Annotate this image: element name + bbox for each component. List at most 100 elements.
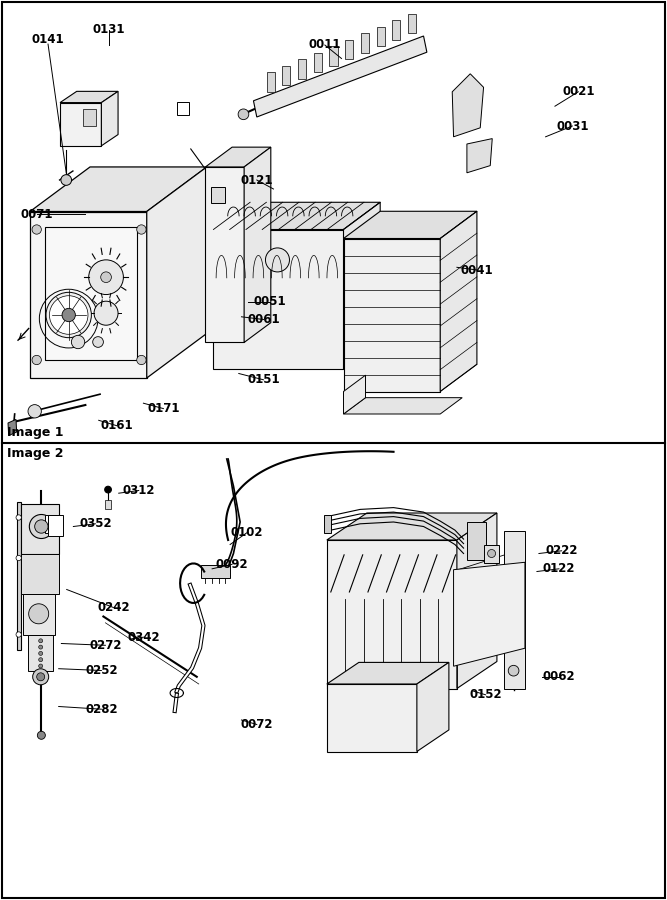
Circle shape	[101, 272, 111, 283]
Circle shape	[37, 673, 45, 680]
Text: 0242: 0242	[97, 601, 129, 614]
Circle shape	[32, 356, 41, 364]
Polygon shape	[327, 662, 449, 684]
Text: 0062: 0062	[543, 670, 575, 683]
Polygon shape	[440, 212, 477, 392]
Text: 0102: 0102	[231, 526, 263, 539]
Polygon shape	[17, 502, 21, 650]
Polygon shape	[361, 33, 369, 53]
Text: 0161: 0161	[101, 419, 133, 432]
Circle shape	[93, 337, 103, 347]
Text: 0272: 0272	[89, 639, 121, 652]
Circle shape	[238, 109, 249, 120]
Text: 0342: 0342	[127, 631, 159, 644]
Polygon shape	[344, 398, 462, 414]
Polygon shape	[8, 419, 17, 436]
Polygon shape	[344, 202, 380, 369]
Polygon shape	[147, 167, 207, 378]
Polygon shape	[452, 74, 484, 137]
Text: 0131: 0131	[93, 23, 125, 36]
Polygon shape	[344, 212, 477, 239]
Polygon shape	[327, 540, 457, 688]
Polygon shape	[83, 109, 97, 126]
Polygon shape	[327, 513, 497, 540]
Polygon shape	[211, 187, 225, 203]
Polygon shape	[283, 66, 291, 86]
Polygon shape	[48, 515, 63, 536]
Circle shape	[265, 248, 289, 272]
Circle shape	[137, 356, 146, 364]
Circle shape	[39, 639, 43, 643]
Text: 0312: 0312	[123, 484, 155, 497]
Polygon shape	[30, 167, 207, 212]
Polygon shape	[484, 544, 499, 562]
Circle shape	[39, 664, 43, 668]
Polygon shape	[298, 59, 306, 79]
Circle shape	[29, 515, 53, 538]
Text: 0222: 0222	[546, 544, 578, 557]
Text: 0352: 0352	[79, 518, 111, 530]
Polygon shape	[23, 594, 55, 634]
Circle shape	[61, 175, 71, 185]
Circle shape	[28, 405, 41, 418]
Polygon shape	[201, 565, 230, 578]
Text: 0071: 0071	[21, 208, 53, 220]
Circle shape	[16, 632, 21, 637]
Polygon shape	[177, 102, 189, 114]
Circle shape	[35, 520, 48, 533]
Circle shape	[37, 732, 45, 739]
Polygon shape	[376, 27, 384, 47]
Circle shape	[508, 665, 519, 676]
Polygon shape	[504, 531, 525, 688]
Polygon shape	[329, 46, 338, 66]
Polygon shape	[346, 40, 354, 59]
Text: 0121: 0121	[241, 174, 273, 186]
Polygon shape	[467, 522, 486, 560]
Text: 0282: 0282	[85, 703, 117, 716]
Polygon shape	[417, 662, 449, 752]
Text: 0021: 0021	[562, 86, 594, 98]
Circle shape	[49, 296, 88, 334]
Polygon shape	[314, 52, 322, 72]
Polygon shape	[344, 238, 440, 392]
Text: 0171: 0171	[147, 402, 179, 415]
Text: 0061: 0061	[247, 313, 279, 326]
Circle shape	[39, 658, 43, 662]
Polygon shape	[408, 14, 416, 33]
Circle shape	[488, 550, 496, 557]
Circle shape	[16, 515, 21, 520]
Circle shape	[89, 260, 123, 294]
Polygon shape	[101, 92, 118, 146]
Text: Image 1: Image 1	[7, 426, 63, 439]
Polygon shape	[253, 36, 427, 117]
Polygon shape	[454, 562, 525, 666]
Circle shape	[94, 302, 118, 325]
Text: 0152: 0152	[470, 688, 502, 701]
Circle shape	[39, 645, 43, 649]
Polygon shape	[21, 554, 59, 594]
Polygon shape	[45, 515, 60, 533]
Polygon shape	[324, 515, 331, 533]
Circle shape	[33, 669, 49, 685]
Polygon shape	[45, 227, 137, 360]
Polygon shape	[457, 513, 497, 688]
Text: 0252: 0252	[85, 664, 117, 677]
Circle shape	[62, 309, 75, 321]
Polygon shape	[205, 167, 244, 343]
Polygon shape	[213, 230, 344, 369]
Polygon shape	[213, 202, 380, 230]
Text: 0092: 0092	[216, 558, 248, 571]
Polygon shape	[30, 212, 147, 378]
Text: 0051: 0051	[254, 295, 286, 308]
Polygon shape	[392, 20, 400, 40]
Polygon shape	[60, 103, 101, 146]
Polygon shape	[60, 92, 118, 103]
Text: 0072: 0072	[241, 718, 273, 731]
Circle shape	[16, 555, 21, 561]
Text: 0011: 0011	[309, 39, 341, 51]
Polygon shape	[467, 139, 492, 173]
Polygon shape	[344, 375, 366, 414]
Text: 0151: 0151	[247, 374, 279, 386]
Circle shape	[39, 652, 43, 655]
Polygon shape	[21, 504, 59, 554]
